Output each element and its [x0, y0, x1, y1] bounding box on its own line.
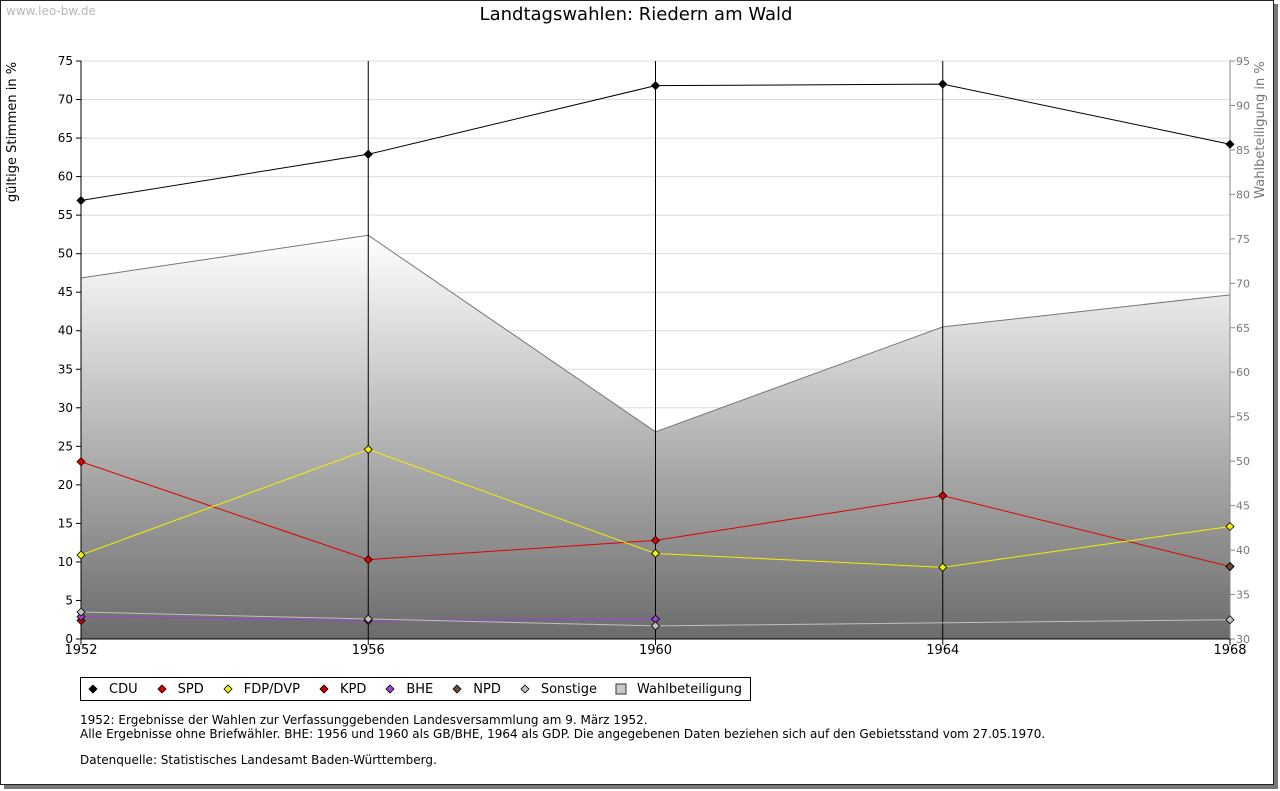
x-tick-label: 1960 — [639, 643, 672, 658]
legend-label: NPD — [473, 681, 501, 697]
y-tick-label: 5 — [65, 593, 73, 607]
y-tick-label: 35 — [58, 362, 73, 376]
y-right-tick-label: 70 — [1236, 277, 1250, 290]
x-tick-label: 1964 — [926, 643, 959, 658]
y-right-tick-label: 75 — [1236, 233, 1250, 246]
y-tick-label: 30 — [58, 401, 73, 415]
data-point-fdpdvp — [76, 550, 86, 560]
data-point-cdu — [363, 149, 373, 159]
y-right-tick-label: 50 — [1236, 455, 1250, 468]
y-right-tick-label: 90 — [1236, 99, 1250, 112]
legend-swatch-diamond — [520, 684, 530, 694]
y-right-tick-label: 35 — [1236, 589, 1250, 602]
legend-item: KPD — [318, 682, 366, 697]
data-point-cdu — [938, 79, 948, 89]
legend-label: SPD — [177, 681, 204, 697]
y-right-tick-label: 45 — [1236, 500, 1250, 513]
data-point-spd — [76, 457, 86, 467]
y-tick-label: 15 — [58, 516, 73, 530]
chart-canvas: 0 5 10 15 20 25 30 35 40 45 50 55 60 65 70 75 30 35 40 45 50… — [5, 54, 1268, 658]
legend-swatch-diamond — [88, 684, 98, 694]
y-tick-label: 75 — [58, 54, 73, 68]
y-tick-label: 65 — [58, 131, 73, 145]
legend-item: BHE — [384, 682, 433, 697]
legend-item: Sonstige — [519, 682, 597, 697]
y-axis-label: gültige Stimmen in % — [5, 62, 20, 202]
data-point-sonstige — [363, 614, 373, 624]
y-tick-label: 25 — [58, 439, 73, 453]
y-axis-right-label: Wahlbeteiligung in % — [1253, 61, 1268, 198]
legend-swatch-square — [615, 683, 627, 695]
footnotes: 1952: Ergebnisse der Wahlen zur Verfassu… — [80, 713, 1045, 767]
y-right-tick-label: 85 — [1236, 144, 1250, 157]
legend-swatch-diamond — [223, 684, 233, 694]
footnote-line-2: Alle Ergebnisse ohne Briefwähler. BHE: 1… — [80, 727, 1046, 741]
legend-label: Wahlbeteiligung — [637, 681, 743, 697]
data-point-cdu — [76, 195, 86, 206]
legend-label: CDU — [109, 681, 138, 697]
data-point-spd — [363, 555, 373, 565]
y-right-tick-label: 95 — [1236, 55, 1250, 68]
y-right-tick-label: 40 — [1236, 544, 1250, 557]
legend-label: FDP/DVP — [243, 681, 300, 697]
chart-title: Landtagswahlen: Riedern am Wald — [479, 4, 793, 25]
legend-swatch-diamond — [319, 684, 329, 694]
legend-swatch-diamond — [157, 684, 167, 694]
legend-item: Wahlbeteiligung — [615, 682, 742, 697]
y-tick-label: 45 — [58, 285, 73, 299]
legend: CDU SPD FDP/DVP KPD BHE NPD Sonstige Wahlbeteil… — [80, 677, 752, 701]
data-point-sonstige — [650, 621, 661, 631]
data-point-fdpdvp — [363, 444, 373, 454]
data-point-sonstige — [1225, 615, 1235, 625]
series-line-sonstige — [80, 611, 1231, 627]
data-point-fdpdvp — [1225, 521, 1235, 532]
y-tick-label: 70 — [58, 93, 73, 107]
data-point-bhe — [76, 612, 86, 622]
data-source: Datenquelle: Statistisches Landesamt Bad… — [80, 753, 437, 767]
data-point-cdu — [650, 81, 661, 91]
data-point-fdpdvp — [650, 548, 661, 559]
y-tick-label: 55 — [58, 208, 73, 222]
x-tick-label: 1956 — [352, 643, 385, 658]
watermark: www.leo-bw.de — [6, 4, 96, 18]
y-right-tick-label: 80 — [1236, 188, 1250, 201]
y-right-tick-label: 60 — [1236, 366, 1250, 379]
y-tick-label: 20 — [58, 478, 73, 492]
legend-item: NPD — [451, 682, 501, 697]
data-point-cdu — [1225, 139, 1235, 149]
legend-swatch-diamond — [452, 684, 462, 694]
data-point-spd — [938, 491, 948, 501]
y-tick-label: 60 — [58, 170, 73, 184]
data-point-sonstige — [76, 607, 86, 617]
legend-label: BHE — [406, 681, 434, 697]
y-right-tick-label: 55 — [1236, 411, 1250, 424]
legend-swatch-diamond — [385, 684, 395, 694]
y-right-tick-label: 30 — [1236, 633, 1250, 646]
data-point-npd — [1225, 561, 1235, 572]
y-tick-label: 40 — [58, 324, 73, 338]
y-right-tick-label: 65 — [1236, 322, 1250, 335]
data-point-fdpdvp — [938, 562, 948, 572]
x-tick-label: 1952 — [64, 643, 97, 658]
legend-label: Sonstige — [540, 681, 598, 697]
data-point-spd — [650, 535, 661, 545]
legend-item: SPD — [156, 682, 204, 697]
legend-item: CDU — [87, 682, 138, 697]
y-tick-label: 50 — [58, 247, 73, 261]
legend-label: KPD — [339, 681, 367, 697]
x-tick-label: 1968 — [1213, 643, 1246, 658]
series — [76, 79, 1235, 631]
footnote-line-1: 1952: Ergebnisse der Wahlen zur Verfassu… — [80, 713, 648, 727]
legend-item: FDP/DVP — [222, 682, 300, 697]
y-tick-label: 10 — [58, 555, 73, 569]
y-tick-label: 0 — [65, 632, 73, 646]
